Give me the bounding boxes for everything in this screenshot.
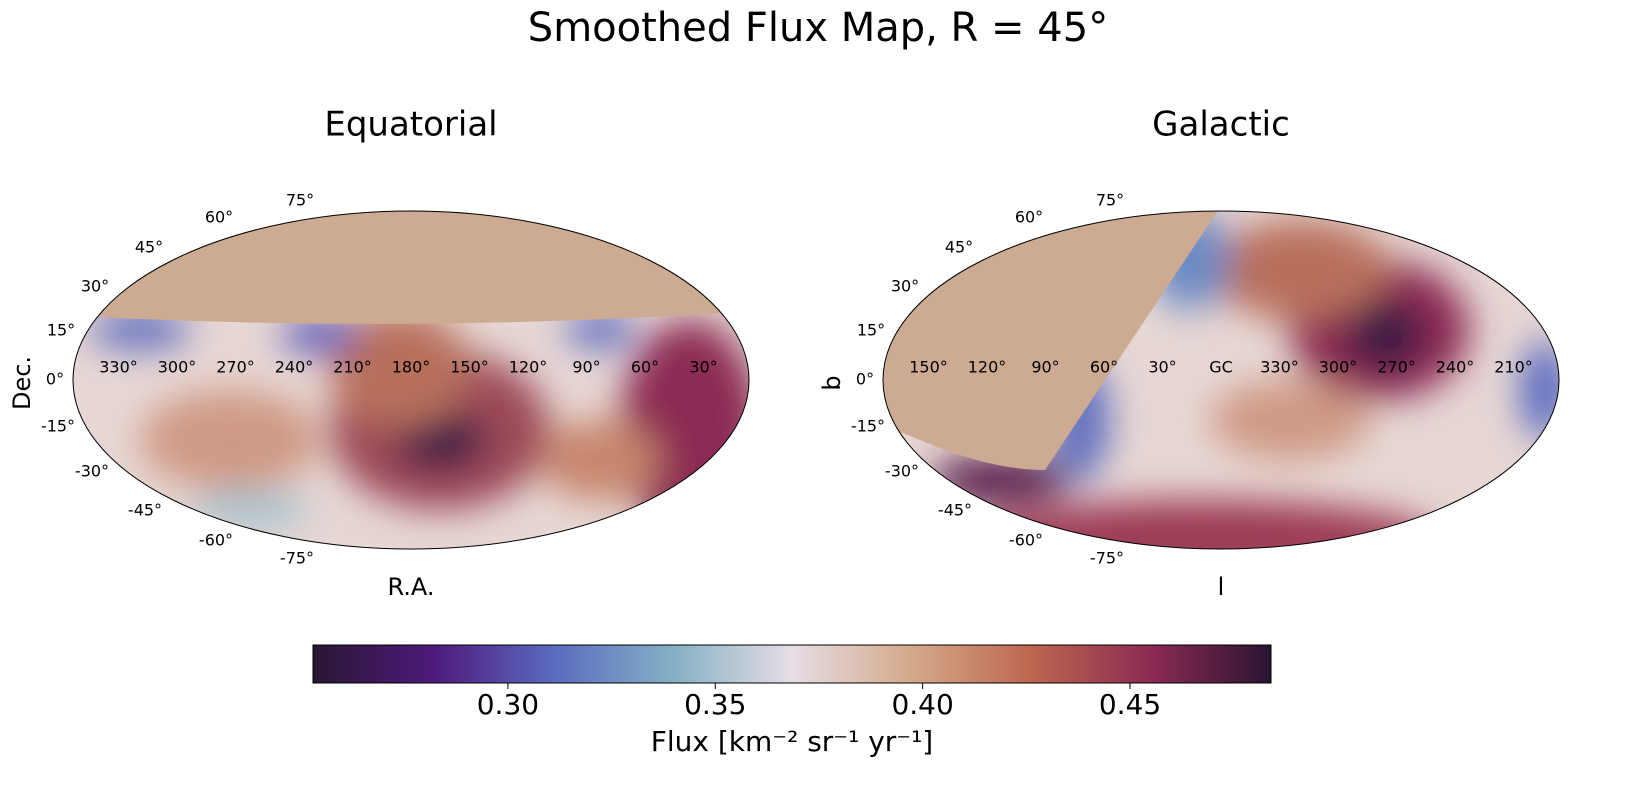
lon-label: 120° bbox=[968, 358, 1007, 377]
lat-label: 30° bbox=[891, 277, 919, 296]
lat-label: 0° bbox=[46, 370, 64, 389]
colorbar-tick-label: 0.45 bbox=[1099, 688, 1161, 721]
lat-label: 75° bbox=[286, 191, 314, 210]
lat-label: 60° bbox=[205, 208, 233, 227]
lat-label: -45° bbox=[938, 501, 972, 520]
lat-label: -30° bbox=[885, 462, 919, 481]
lon-label: 300° bbox=[1319, 358, 1358, 377]
lon-label: 330° bbox=[99, 358, 138, 377]
map-border bbox=[72, 210, 750, 550]
lon-label: 210° bbox=[1494, 358, 1533, 377]
lon-label: 330° bbox=[1260, 358, 1299, 377]
lon-label: 30° bbox=[1148, 358, 1176, 377]
lat-label: -60° bbox=[199, 531, 233, 550]
x-axis-label: R.A. bbox=[387, 573, 434, 601]
lon-label: 90° bbox=[1031, 358, 1059, 377]
lon-label: 150° bbox=[909, 358, 948, 377]
x-axis-label: l bbox=[1218, 573, 1225, 601]
map-border bbox=[882, 210, 1560, 550]
lat-label: -45° bbox=[128, 501, 162, 520]
lat-label: 0° bbox=[856, 370, 874, 389]
panel-title: Equatorial bbox=[324, 105, 497, 145]
map-galactic bbox=[883, 211, 1559, 549]
lat-label: -75° bbox=[1090, 549, 1124, 568]
lon-label: 60° bbox=[1090, 358, 1118, 377]
lat-label: 45° bbox=[135, 238, 163, 257]
lon-label: 300° bbox=[158, 358, 197, 377]
colorbar-tick-label: 0.30 bbox=[477, 688, 539, 721]
colorbar-label: Flux [km⁻² sr⁻¹ yr⁻¹] bbox=[651, 725, 933, 758]
lat-label: 30° bbox=[81, 277, 109, 296]
lat-label: 60° bbox=[1015, 208, 1043, 227]
lon-label: GC bbox=[1209, 358, 1233, 377]
lon-label: 240° bbox=[275, 358, 314, 377]
lat-label: 75° bbox=[1096, 191, 1124, 210]
map-equatorial bbox=[73, 211, 749, 549]
lon-label: 30° bbox=[689, 358, 717, 377]
lon-label: 270° bbox=[216, 358, 255, 377]
lon-label: 150° bbox=[450, 358, 489, 377]
lon-label: 240° bbox=[1436, 358, 1475, 377]
main-title: Smoothed Flux Map, R = 45° bbox=[528, 5, 1108, 51]
lat-label: -60° bbox=[1009, 531, 1043, 550]
lon-label: 270° bbox=[1377, 358, 1416, 377]
lat-label: -15° bbox=[851, 417, 885, 436]
lon-label: 180° bbox=[392, 358, 431, 377]
lat-label: 45° bbox=[945, 238, 973, 257]
colorbar-tick-label: 0.40 bbox=[891, 688, 953, 721]
lat-label: -30° bbox=[75, 462, 109, 481]
lat-label: -15° bbox=[41, 417, 75, 436]
lon-label: 90° bbox=[572, 358, 600, 377]
lat-label: 15° bbox=[47, 321, 75, 340]
lat-label: 15° bbox=[857, 321, 885, 340]
colorbar bbox=[312, 644, 1272, 684]
panel-title: Galactic bbox=[1152, 105, 1290, 145]
lat-label: -75° bbox=[280, 549, 314, 568]
y-axis-label: Dec. bbox=[8, 356, 36, 410]
colorbar-tick-label: 0.35 bbox=[684, 688, 746, 721]
lon-label: 60° bbox=[631, 358, 659, 377]
lon-label: 120° bbox=[509, 358, 548, 377]
y-axis-label: b bbox=[818, 375, 846, 390]
lon-label: 210° bbox=[333, 358, 372, 377]
